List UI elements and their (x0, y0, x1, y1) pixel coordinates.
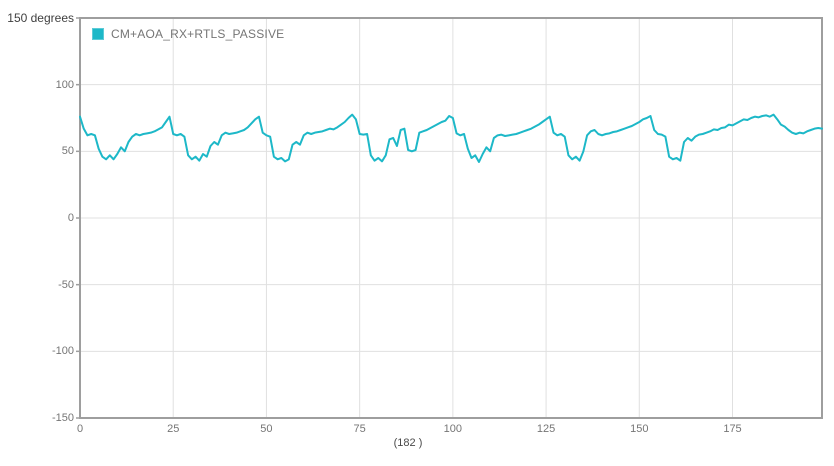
y-tick-label: -100 (51, 345, 74, 358)
x-tick-label: 100 (443, 423, 463, 435)
y-tick-label: 100 (55, 78, 74, 91)
legend-series-label: CM+AOA_RX+RTLS_PASSIVE (111, 27, 285, 41)
y-tick-label: -150 (51, 412, 74, 424)
x-tick-label: 25 (167, 423, 180, 435)
x-tick-label: 0 (76, 423, 84, 435)
legend-swatch-icon (92, 28, 104, 40)
x-tick-label: 125 (536, 423, 556, 435)
x-tick-label: 175 (723, 423, 742, 435)
y-tick-label: 0 (67, 212, 74, 224)
y-tick-label: 150 degrees (7, 11, 74, 25)
y-tick-label: 50 (61, 145, 74, 158)
x-tick-label: 150 (630, 423, 649, 435)
y-tick-label: -50 (58, 278, 74, 291)
x-tick-label: 75 (353, 423, 366, 435)
series-line (79, 113, 823, 163)
x-tick-label: 50 (260, 423, 273, 435)
legend-item[interactable]: CM+AOA_RX+RTLS_PASSIVE (92, 27, 284, 41)
x-axis-title: (182 ) (393, 437, 423, 449)
